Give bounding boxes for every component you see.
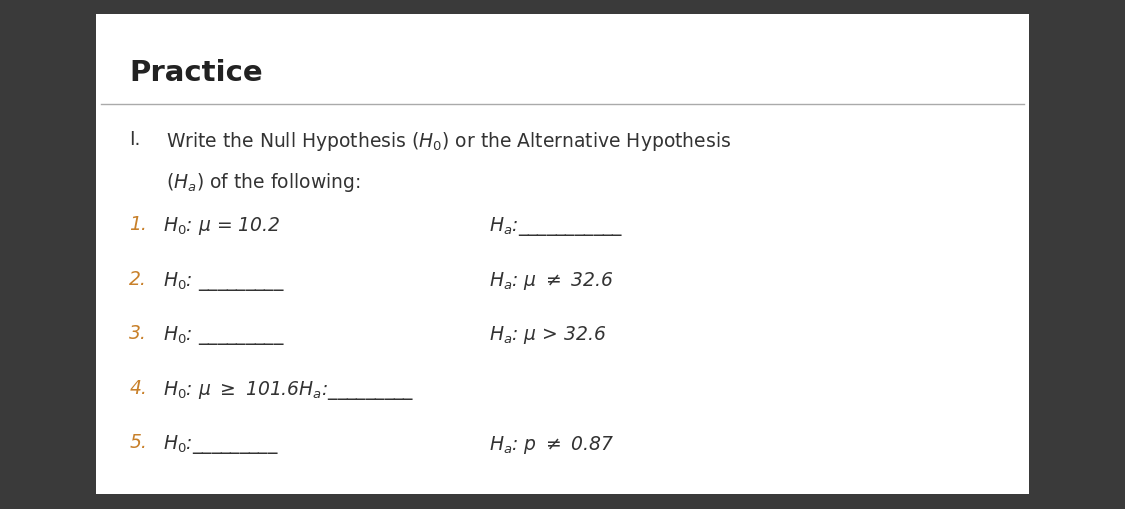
Bar bbox=[96, 15, 1029, 494]
Text: $H_0$: _________: $H_0$: _________ bbox=[163, 269, 285, 292]
Text: I.: I. bbox=[129, 130, 141, 149]
Text: Practice: Practice bbox=[129, 59, 263, 87]
Text: 3.: 3. bbox=[129, 324, 147, 343]
Text: $H_0$:_________: $H_0$:_________ bbox=[163, 433, 279, 456]
Text: $H_0$: $\mu$ $\geq$ 101.6$H_a$:_________: $H_0$: $\mu$ $\geq$ 101.6$H_a$:_________ bbox=[163, 378, 414, 401]
Text: 4.: 4. bbox=[129, 378, 147, 397]
Text: $H_a$: $\mu$ > 32.6: $H_a$: $\mu$ > 32.6 bbox=[489, 324, 606, 346]
Text: 1.: 1. bbox=[129, 215, 147, 234]
Text: Write the Null Hypothesis ($H_0$) or the Alternative Hypothesis: Write the Null Hypothesis ($H_0$) or the… bbox=[166, 130, 731, 153]
Text: $H_a$:___________: $H_a$:___________ bbox=[489, 215, 623, 238]
Text: $H_0$: $\mu$ = 10.2: $H_0$: $\mu$ = 10.2 bbox=[163, 215, 280, 237]
Text: $H_a$: p $\neq$ 0.87: $H_a$: p $\neq$ 0.87 bbox=[489, 433, 614, 455]
Text: $H_0$: _________: $H_0$: _________ bbox=[163, 324, 285, 347]
Text: ($H_a$) of the following:: ($H_a$) of the following: bbox=[166, 171, 361, 193]
Text: $H_a$: $\mu$ $\neq$ 32.6: $H_a$: $\mu$ $\neq$ 32.6 bbox=[489, 269, 614, 291]
Text: 2.: 2. bbox=[129, 269, 147, 288]
Text: 5.: 5. bbox=[129, 433, 147, 451]
